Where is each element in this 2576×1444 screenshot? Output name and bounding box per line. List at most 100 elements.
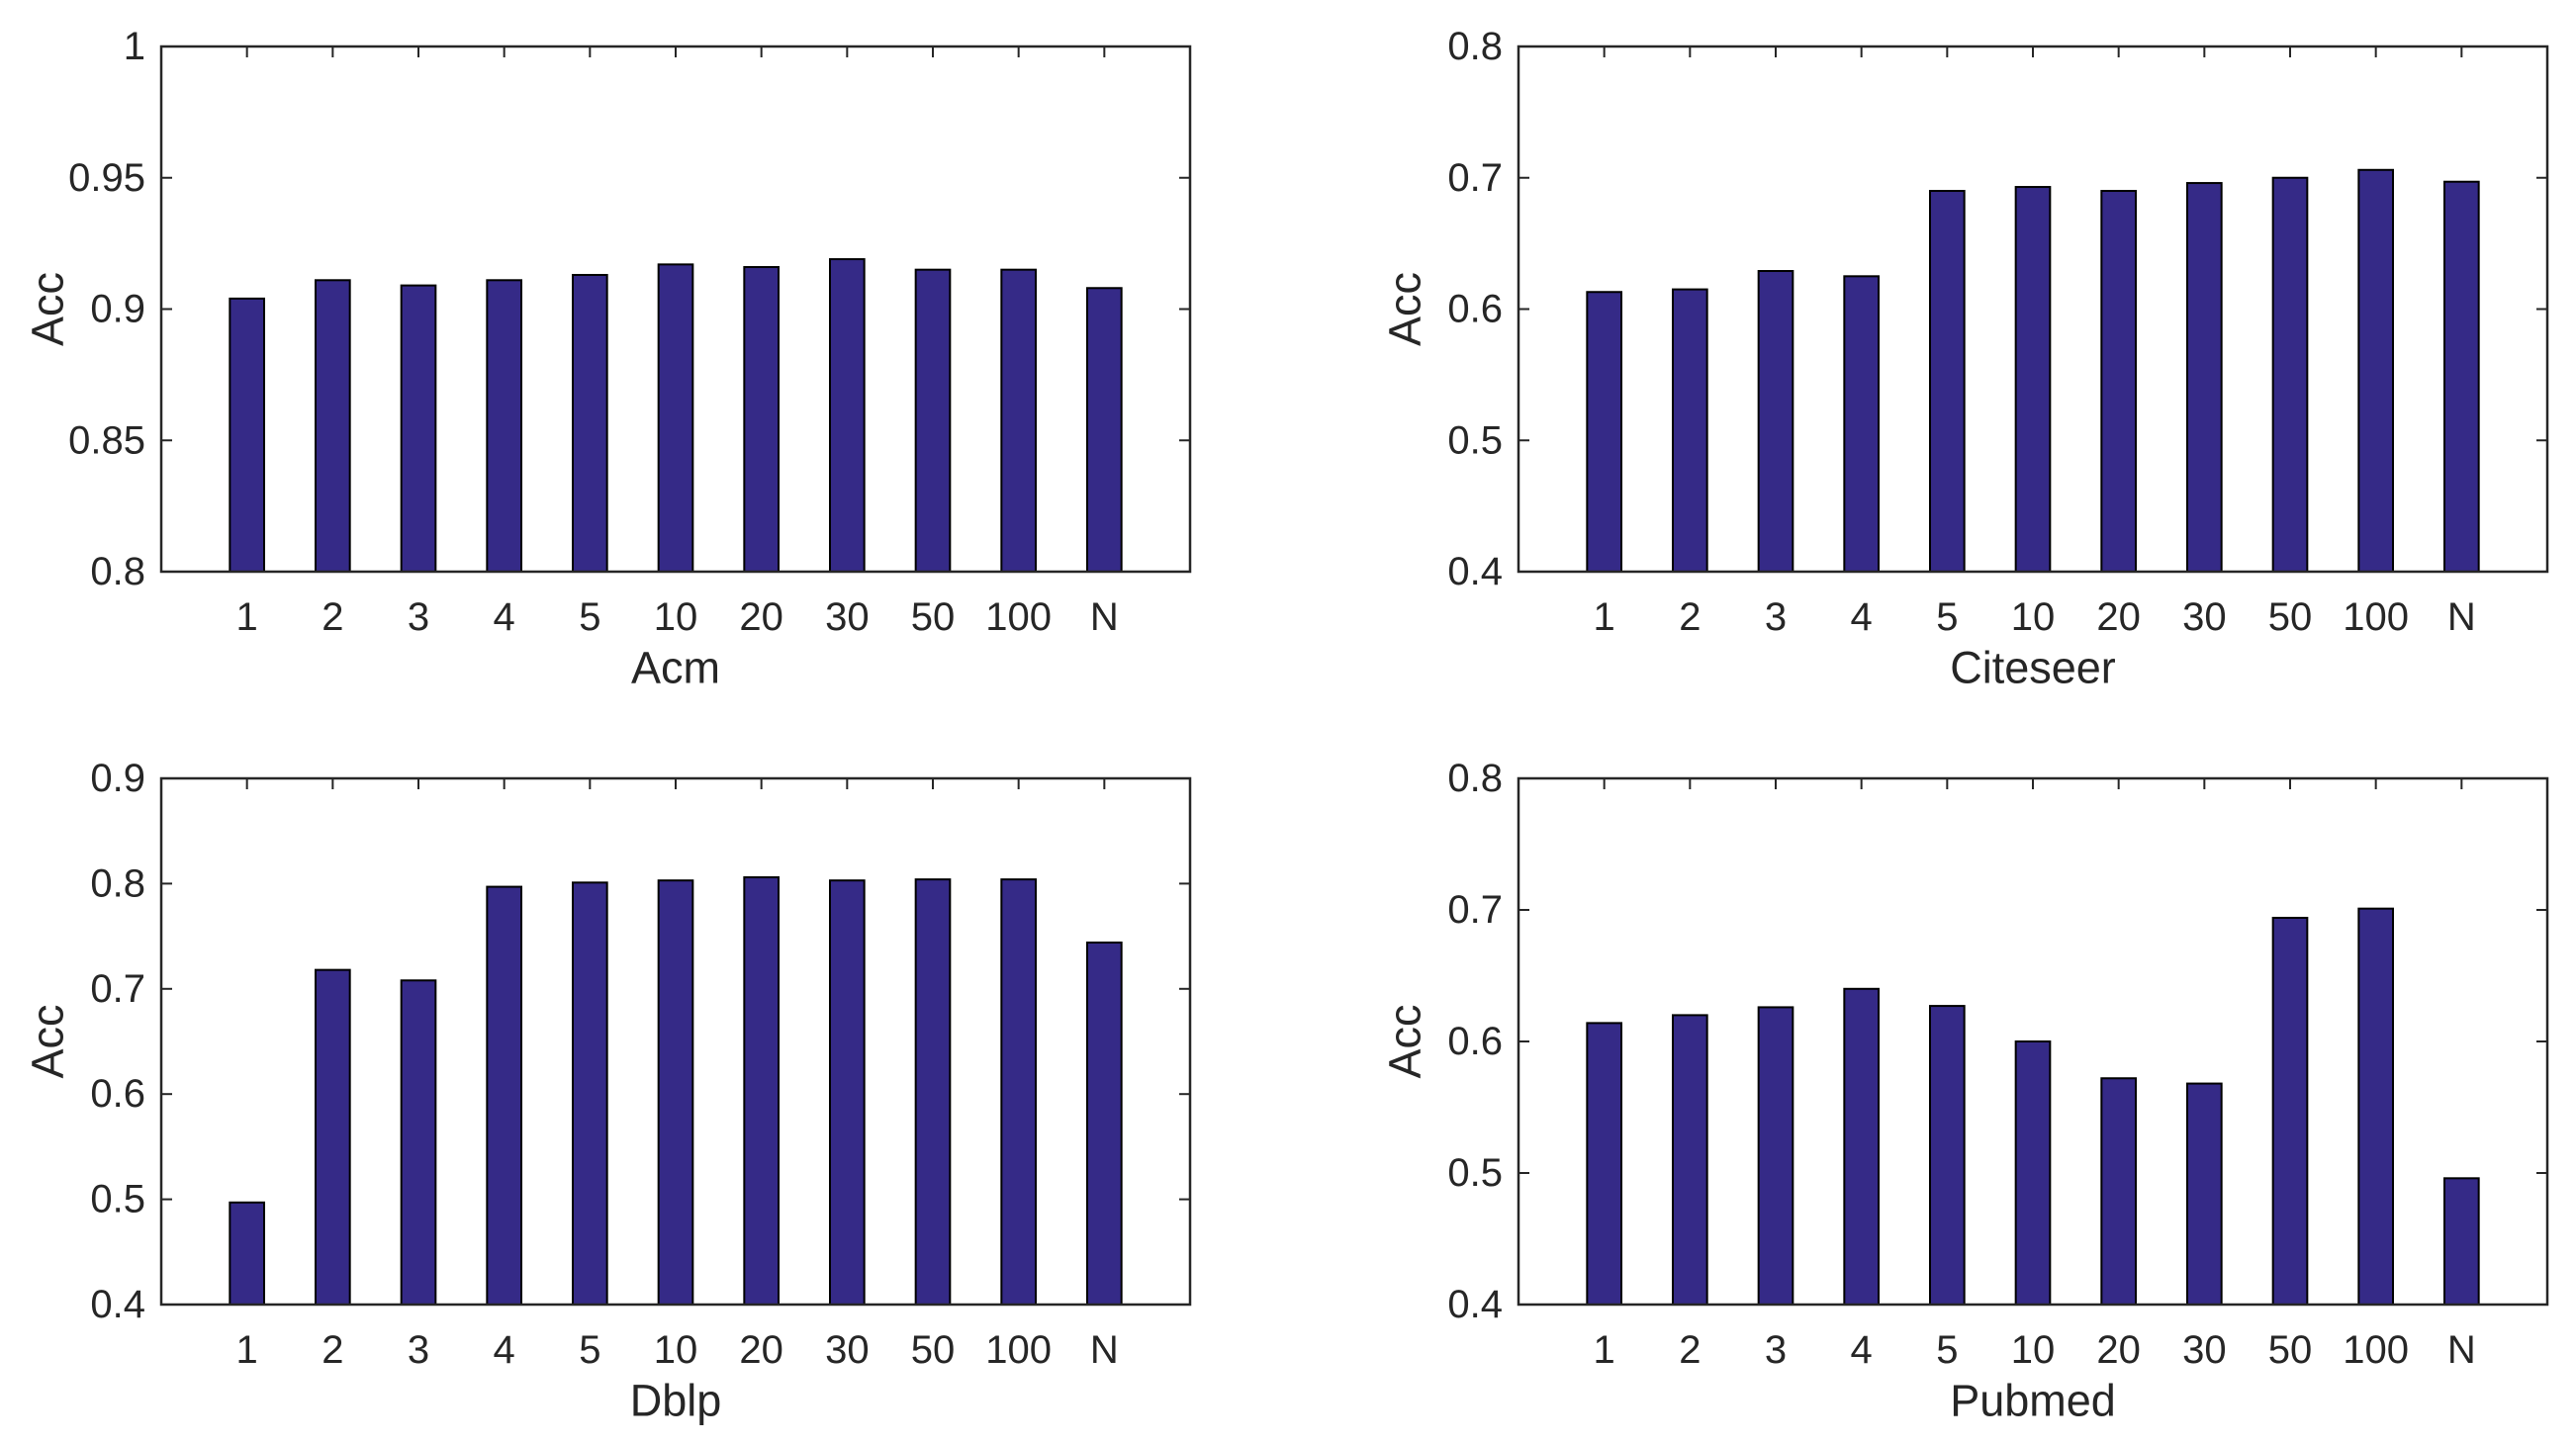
ytick-label: 0.5 <box>1447 418 1503 462</box>
xtick-label: 100 <box>2343 1328 2409 1372</box>
bar-acm-N <box>1086 287 1123 573</box>
ytick-label: 0.4 <box>1447 1283 1503 1326</box>
xtick-label: 3 <box>1765 595 1787 639</box>
bar-acm-20 <box>743 266 780 573</box>
bar-dblp-50 <box>914 878 952 1306</box>
bar-dblp-1 <box>229 1201 265 1306</box>
xtick-label: 10 <box>2011 1328 2056 1372</box>
bar-citeseer-1 <box>1586 291 1623 573</box>
bar-pubmed-5 <box>1929 1005 1966 1307</box>
ytick-label: 0.7 <box>1447 156 1503 200</box>
xtick-label: 5 <box>579 1328 600 1372</box>
ytick-label: 0.9 <box>90 288 145 331</box>
ytick-label: 0.7 <box>1447 888 1503 932</box>
xtick-label: 30 <box>2182 1328 2227 1372</box>
ytick-label: 0.4 <box>1447 550 1503 593</box>
bar-citeseer-100 <box>2357 168 2394 573</box>
xtick-label: 4 <box>494 595 515 639</box>
xtick-label: N <box>2447 595 2476 639</box>
bar-acm-1 <box>229 297 265 573</box>
bar-citeseer-10 <box>2014 186 2052 573</box>
xtick-label: 1 <box>1594 1328 1615 1372</box>
bar-dblp-30 <box>829 879 866 1306</box>
ytick-label: 0.7 <box>90 967 145 1011</box>
xtick-label: 3 <box>1765 1328 1787 1372</box>
bar-citeseer-5 <box>1929 190 1966 573</box>
xtick-label: 20 <box>2096 595 2141 639</box>
axes-box <box>1517 776 2549 1307</box>
chart-pubmed: 0.4 0.5 0.6 0.7 0.8 1 2 3 4 5 10 20 30 50 100 N Pubmed Ac… <box>1380 757 2549 1426</box>
xtick-label: 4 <box>494 1328 515 1372</box>
xtick-label: 50 <box>2268 1328 2313 1372</box>
y-axis-label: Acc <box>23 1004 73 1078</box>
bar-pubmed-N <box>2443 1177 2480 1306</box>
x-axis-label: Dblp <box>630 1376 722 1426</box>
bar-pubmed-1 <box>1586 1022 1623 1306</box>
xtick-label: 2 <box>322 595 343 639</box>
xtick-label: 30 <box>825 595 870 639</box>
xtick-label: 2 <box>1679 1328 1701 1372</box>
bar-acm-2 <box>315 279 351 573</box>
bar-acm-4 <box>486 279 523 573</box>
bar-dblp-100 <box>1000 878 1037 1306</box>
xtick-label: 2 <box>1679 595 1701 639</box>
bar-citeseer-30 <box>2186 182 2223 573</box>
bar-pubmed-10 <box>2014 1040 2052 1306</box>
xtick-label: 100 <box>985 595 1052 639</box>
xtick-label: N <box>2447 1328 2476 1372</box>
xtick-label: 20 <box>739 1328 783 1372</box>
xtick-label: 10 <box>654 1328 698 1372</box>
bar-dblp-3 <box>400 979 437 1307</box>
bar-acm-50 <box>914 268 952 573</box>
axes-box <box>159 776 1192 1307</box>
bar-dblp-20 <box>743 876 780 1306</box>
x-axis-label: Pubmed <box>1950 1376 2116 1426</box>
bar-dblp-4 <box>486 885 523 1306</box>
bar-citeseer-3 <box>1757 270 1794 573</box>
xtick-label: 5 <box>1936 595 1958 639</box>
ytick-label: 0.9 <box>90 757 145 800</box>
bar-citeseer-20 <box>2100 190 2137 573</box>
xtick-label: 10 <box>2011 595 2056 639</box>
x-axis-label: Acm <box>631 643 720 693</box>
bar-citeseer-4 <box>1843 275 1881 573</box>
xtick-label: 5 <box>579 595 600 639</box>
ytick-label: 1 <box>124 25 145 68</box>
xtick-label: N <box>1090 595 1119 639</box>
bar-dblp-2 <box>315 968 351 1306</box>
bar-acm-5 <box>572 273 608 573</box>
xtick-label: 30 <box>825 1328 870 1372</box>
xtick-label: 2 <box>322 1328 343 1372</box>
ytick-label: 0.4 <box>90 1283 145 1326</box>
chart-acm: 0.8 0.85 0.9 0.95 1 1 2 3 4 5 10 20 30 50 100 N Acm Acc <box>23 25 1192 693</box>
bar-dblp-10 <box>657 879 694 1306</box>
xtick-label: 5 <box>1936 1328 1958 1372</box>
bar-pubmed-50 <box>2271 916 2309 1306</box>
axes-box <box>1517 45 2549 574</box>
ytick-label: 0.6 <box>1447 1020 1503 1063</box>
bar-citeseer-N <box>2443 180 2480 573</box>
ytick-label: 0.8 <box>1447 757 1503 800</box>
ytick-label: 0.6 <box>90 1072 145 1116</box>
bar-citeseer-50 <box>2271 176 2309 573</box>
xtick-label: N <box>1090 1328 1119 1372</box>
xtick-label: 50 <box>911 1328 956 1372</box>
bar-dblp-5 <box>572 881 608 1306</box>
y-axis-label: Acc <box>1380 1004 1430 1078</box>
xtick-label: 10 <box>654 595 698 639</box>
ytick-label: 0.8 <box>90 861 145 905</box>
xtick-label: 30 <box>2182 595 2227 639</box>
bar-pubmed-4 <box>1843 987 1881 1306</box>
xtick-label: 1 <box>236 595 258 639</box>
ytick-label: 0.8 <box>90 550 145 593</box>
y-axis-label: Acc <box>1380 272 1430 346</box>
xtick-label: 1 <box>236 1328 258 1372</box>
xtick-label: 20 <box>739 595 783 639</box>
bar-citeseer-2 <box>1672 288 1708 573</box>
xtick-label: 1 <box>1594 595 1615 639</box>
bar-acm-10 <box>657 263 694 573</box>
bar-pubmed-3 <box>1757 1006 1794 1306</box>
chart-citeseer: 0.4 0.5 0.6 0.7 0.8 1 2 3 4 5 10 20 30 50 100 N Citeseer… <box>1380 25 2549 693</box>
